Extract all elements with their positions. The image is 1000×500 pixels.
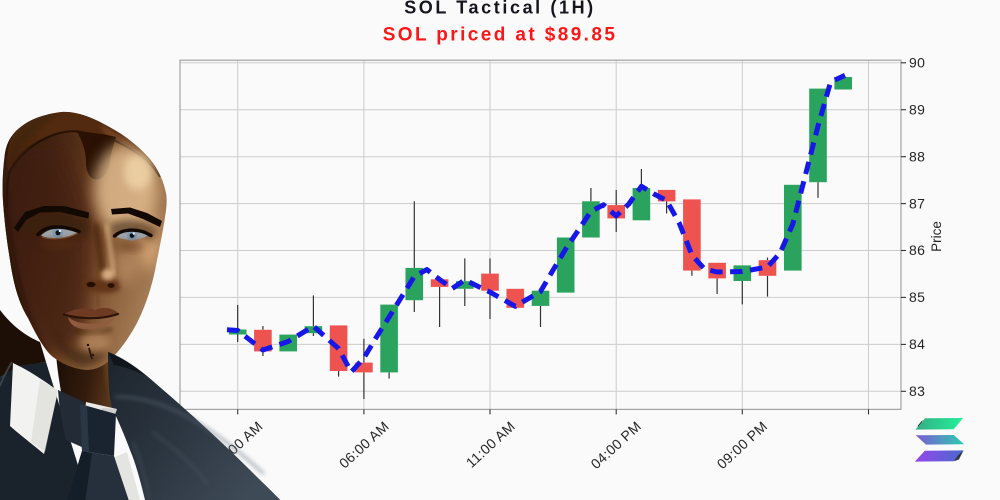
svg-text:Price: Price [929,221,944,252]
svg-text:89: 89 [909,101,925,117]
svg-text:SOL priced at $89.85: SOL priced at $89.85 [383,25,618,46]
svg-text:85: 85 [909,289,925,305]
svg-text:SOL Tactical (1H): SOL Tactical (1H) [404,0,596,18]
svg-text:87: 87 [909,195,925,211]
svg-text:04:00 PM: 04:00 PM [588,418,645,472]
svg-text:88: 88 [909,148,925,164]
svg-text:86: 86 [909,242,925,258]
svg-text:11:00 AM: 11:00 AM [463,418,518,471]
svg-text:09:00 PM: 09:00 PM [714,418,771,472]
svg-text:06:00 AM: 06:00 AM [336,418,392,471]
svg-text:84: 84 [909,336,925,352]
svg-text:90: 90 [909,55,925,71]
svg-text:83: 83 [909,383,925,399]
